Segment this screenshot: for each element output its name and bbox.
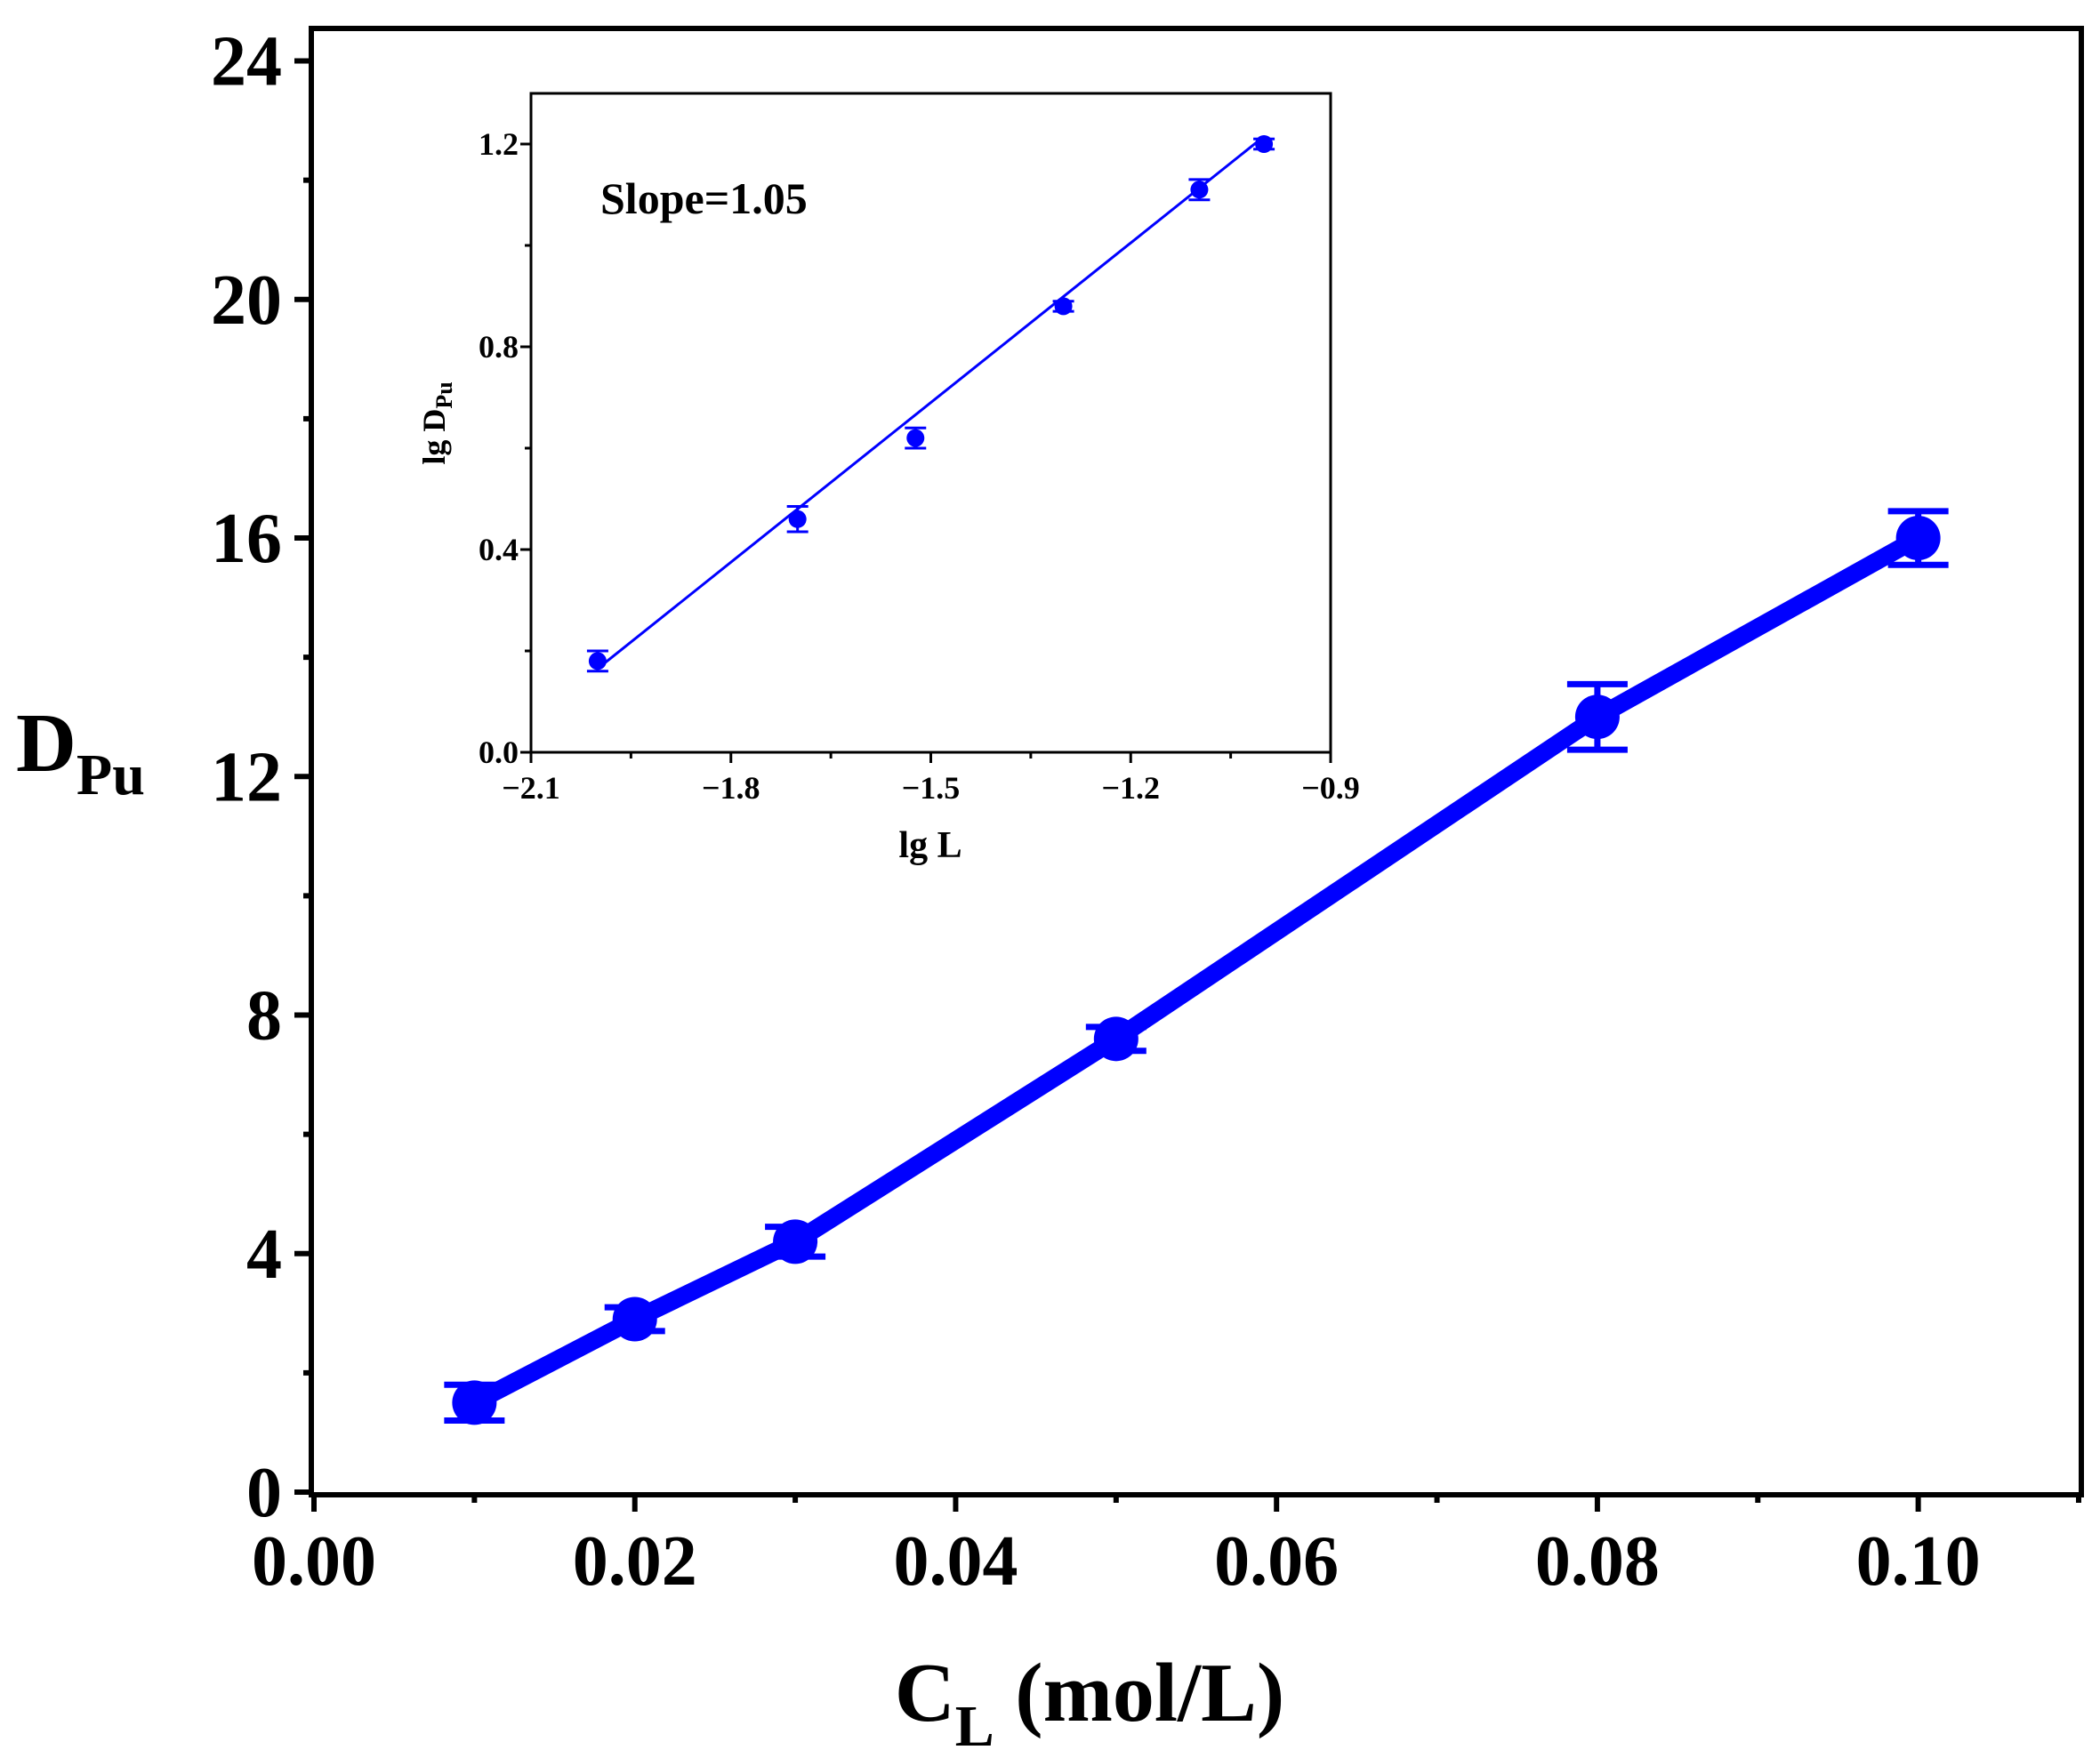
inset-data-point xyxy=(1255,135,1274,153)
inset-data-point xyxy=(906,429,925,447)
inset-series-layer xyxy=(586,135,1275,673)
main-y-tick-label: 16 xyxy=(211,500,282,578)
inset-x-tick-label: −0.9 xyxy=(1301,770,1360,806)
main-data-point xyxy=(1574,694,1620,740)
main-x-axis-title-sub: L xyxy=(955,1694,994,1758)
main-y-tick-label: 24 xyxy=(211,23,282,101)
main-data-point xyxy=(1895,516,1941,561)
main-y-tick-label: 0 xyxy=(246,1454,282,1532)
main-x-tick-label: 0.06 xyxy=(1214,1522,1339,1601)
inset-background xyxy=(531,93,1331,752)
main-data-point xyxy=(773,1219,818,1264)
inset-x-tick-label: −1.5 xyxy=(902,770,961,806)
inset-y-axis-title-sub: Pu xyxy=(431,381,457,408)
inset-y-tick-label: 1.2 xyxy=(479,126,519,162)
main-plot-frame xyxy=(309,26,2084,1497)
main-y-tick-label: 8 xyxy=(246,977,282,1056)
main-y-tick-label: 12 xyxy=(211,738,282,816)
inset-x-tick-label: −1.8 xyxy=(702,770,760,806)
inset-x-tick-label: −1.2 xyxy=(1101,770,1160,806)
inset-x-tick-label: −2.1 xyxy=(502,770,560,806)
main-x-axis-title-main: C xyxy=(895,1647,955,1739)
main-data-point xyxy=(1093,1016,1139,1062)
main-y-axis-title-sub: Pu xyxy=(76,743,145,807)
main-x-tick-label: 0.08 xyxy=(1535,1522,1660,1601)
main-x-axis-title-tail: (mol/L) xyxy=(994,1647,1284,1739)
main-x-tick-label: 0.04 xyxy=(893,1522,1018,1601)
inset-data-point xyxy=(788,510,807,528)
main-data-point xyxy=(612,1296,657,1342)
inset-fit-line xyxy=(596,135,1266,670)
inset-data-point xyxy=(1054,297,1073,316)
main-y-axis-title: DPu xyxy=(16,697,145,807)
inset-y-tick-label: 0.0 xyxy=(479,735,519,770)
main-series-layer xyxy=(444,508,1949,1425)
inset-data-point xyxy=(1190,181,1209,199)
main-y-axis-title-main: D xyxy=(16,697,76,790)
inset-axis-ticks: −2.1 −1.8 −1.5 −1.2 −0.9 0.0 0.4 0.8 1.2 xyxy=(479,126,1360,806)
main-plot: 0.00 0.02 0.04 0.06 0.08 0.10 0 4 8 12 16 20 24 CL (… xyxy=(16,23,2084,1758)
main-data-point xyxy=(452,1380,497,1425)
inset-plot: −2.1 −1.8 −1.5 −1.2 −0.9 0.0 0.4 0.8 1.2 Slope=1… xyxy=(416,92,1360,866)
inset-y-tick-label: 0.4 xyxy=(479,532,519,567)
inset-y-axis-title-main: lg D xyxy=(416,409,452,465)
inset-annotation: Slope=1.05 xyxy=(600,173,808,223)
main-x-tick-label: 0.02 xyxy=(573,1522,697,1601)
main-axis-ticks: 0.00 0.02 0.04 0.06 0.08 0.10 0 4 8 12 16 20 24 xyxy=(211,23,2081,1601)
main-x-axis-title: CL (mol/L) xyxy=(895,1647,1284,1758)
inset-data-point xyxy=(588,652,607,670)
inset-y-axis-title: lg DPu xyxy=(416,381,457,464)
inset-x-axis-title: lg L xyxy=(898,825,961,866)
main-x-tick-label: 0.10 xyxy=(1856,1522,1981,1601)
main-y-tick-label: 20 xyxy=(211,261,282,340)
main-y-tick-label: 4 xyxy=(246,1216,282,1294)
inset-y-tick-label: 0.8 xyxy=(479,329,519,365)
main-x-tick-label: 0.00 xyxy=(252,1522,376,1601)
